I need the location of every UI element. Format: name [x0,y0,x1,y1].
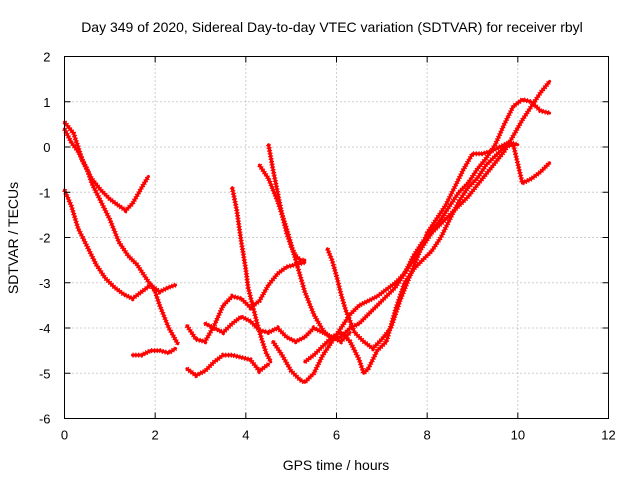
x-tick-label: 2 [152,428,159,443]
series-track-10 [266,143,307,263]
y-tick-label: -2 [39,231,51,246]
series-markers [325,139,519,352]
series-line [271,79,552,384]
series-line [131,346,178,357]
x-tick-label: 10 [511,428,525,443]
series-markers [303,141,552,378]
series-markers [257,96,551,343]
series-track-2 [62,127,180,346]
series-line [185,353,270,377]
series-markers [62,120,151,214]
series-markers [266,144,305,263]
series-track-4 [131,346,178,358]
series-markers [270,79,552,386]
gridlines [64,56,609,419]
x-axis-label: GPS time / hours [283,457,390,473]
chart-title: Day 349 of 2020, Sidereal Day-to-day VTE… [81,19,583,35]
series-line [325,141,520,350]
y-tick-label: 0 [43,140,50,155]
series-track-9 [257,96,552,343]
data-series [62,79,552,386]
series-line [230,186,273,364]
series-track-8 [229,186,274,364]
series-markers [184,259,306,345]
series-track-6 [184,259,307,345]
y-tick-label: 1 [43,95,50,110]
series-track-12 [303,141,552,378]
series-markers [62,127,180,346]
y-tick-label: -6 [39,412,51,427]
series-markers [229,187,274,364]
y-tick-label: -5 [39,366,51,381]
series-track-1 [62,120,151,214]
series-track-3 [62,188,178,302]
series-track-5 [185,352,270,379]
y-tick-label: -1 [39,185,51,200]
x-tick-label: 8 [424,428,431,443]
series-track-11 [270,79,552,386]
series-track-13 [325,139,520,352]
x-tick-label: 12 [601,428,615,443]
x-tick-label: 4 [242,428,249,443]
y-tick-label: 2 [43,50,50,65]
series-line [63,188,178,301]
y-axis-label: SDTVAR / TECUs [5,182,21,294]
x-tick-label: 0 [61,428,68,443]
y-tick-label: -3 [39,276,51,291]
series-line [267,143,307,262]
y-tick-label: -4 [39,321,51,336]
x-tick-label: 6 [333,428,340,443]
series-line [257,98,552,341]
